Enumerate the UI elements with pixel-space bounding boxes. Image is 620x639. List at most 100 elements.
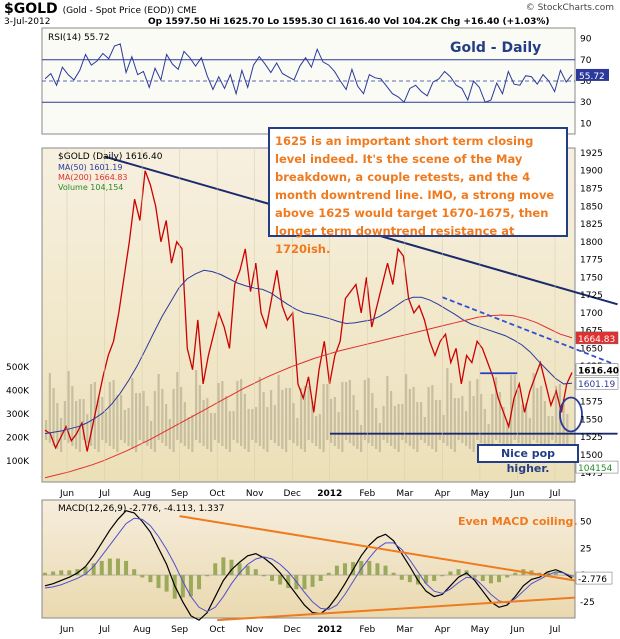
macd-histogram-bar — [561, 575, 566, 576]
volume-bar — [221, 381, 224, 446]
macd-histogram-bar — [334, 565, 339, 576]
macd-tick: 25 — [580, 544, 591, 554]
macd-histogram-bar — [83, 566, 88, 576]
rsi-tick: 70 — [580, 56, 592, 66]
volume-bar — [273, 405, 276, 443]
macd-xtick: Jun — [509, 625, 524, 635]
volume-bar — [371, 393, 374, 446]
volume-bar — [555, 386, 558, 443]
macd-histogram-bar — [221, 557, 226, 576]
volume-bar — [348, 380, 351, 443]
macd-legend: MACD(12,26,9) -2.776, -4.113, 1.337 — [58, 504, 224, 514]
price-tick: 1800 — [580, 238, 603, 248]
volume-bar — [540, 386, 543, 446]
macd-histogram-bar — [115, 558, 120, 576]
macd-histogram-bar — [270, 575, 275, 581]
volume-bar — [120, 395, 123, 440]
volume-bar — [345, 382, 348, 440]
macd-histogram-bar — [480, 575, 485, 581]
volume-bar — [60, 418, 63, 452]
price-xtick: Oct — [209, 489, 225, 499]
volume-bar — [405, 374, 408, 443]
volume-bar — [420, 402, 423, 440]
macd-xtick: May — [471, 625, 490, 635]
price-line — [44, 170, 573, 452]
macd-current-label: -2.776 — [578, 575, 607, 585]
macd-trendline-0 — [179, 515, 576, 582]
volume-bar — [258, 377, 261, 446]
symbol: $GOLD — [4, 1, 58, 17]
volume-bar — [198, 385, 201, 443]
macd-histogram-bar — [75, 569, 80, 576]
macd-xtick: Apr — [435, 625, 451, 635]
volume-bar — [521, 405, 524, 446]
macd-histogram-bar — [245, 565, 250, 576]
volume-legend: Volume 104,154 — [58, 183, 123, 192]
volume-bar — [240, 379, 243, 446]
volume-bar — [386, 376, 389, 443]
macd-layer: -2502550-2.776 — [42, 510, 613, 622]
macd-histogram-bar — [399, 575, 404, 580]
volume-bar — [495, 377, 498, 440]
volume-bar — [183, 402, 186, 446]
volume-bar — [142, 391, 145, 443]
volume-bar — [217, 383, 220, 443]
macd-histogram-bar — [570, 575, 574, 578]
macd-histogram-bar — [367, 560, 372, 576]
volume-bar — [52, 388, 55, 446]
volume-bar — [487, 424, 490, 449]
volume-bar — [551, 416, 554, 440]
rsi-layer: 10 30 50 70 90 55.72 — [42, 35, 609, 129]
macd-histogram-bar — [229, 559, 234, 576]
volume-bar — [131, 378, 134, 449]
price-label: 1616.40 — [578, 367, 619, 377]
volume-bar — [176, 372, 179, 440]
macd-histogram-bar — [164, 575, 169, 592]
volume-bar — [296, 418, 299, 446]
macd-histogram-bar — [188, 575, 193, 597]
ohlc-readout: Op 1597.50 Hi 1625.70 Lo 1595.30 Cl 1616… — [148, 17, 550, 27]
volume-bar — [262, 392, 265, 449]
volume-bar — [326, 384, 329, 440]
volume-bar — [457, 398, 460, 440]
macd-histogram-bar — [237, 563, 242, 576]
volume-bar — [127, 408, 130, 446]
macd-xtick: Dec — [284, 625, 301, 635]
volume-bar — [307, 386, 310, 440]
price-label: 104154 — [578, 464, 613, 474]
volume-bar — [480, 394, 483, 443]
price-tick: 1775 — [580, 256, 603, 266]
volume-bar — [180, 387, 183, 443]
volume-bar — [123, 410, 126, 443]
volume-bar — [86, 414, 89, 443]
price-tick: 1550 — [580, 415, 603, 425]
price-label: 1664.83 — [578, 335, 615, 345]
ma200-legend: MA(200) 1664.83 — [58, 173, 128, 182]
volume-bar — [82, 399, 85, 440]
volume-bar — [101, 397, 104, 440]
macd-histogram-bar — [99, 560, 104, 576]
price-tick: 1525 — [580, 433, 603, 443]
volume-bar — [363, 380, 366, 440]
volume-bar — [356, 410, 359, 449]
chart-date: 3-Jul-2012 — [4, 17, 51, 27]
macd-histogram-bar — [205, 575, 210, 577]
ma50-line — [44, 269, 573, 435]
macd-trendline-1 — [217, 596, 576, 622]
volume-bar — [311, 401, 314, 443]
macd-xtick: Aug — [133, 625, 151, 635]
price-legend: $GOLD (Daily) 1616.40 — [58, 152, 163, 162]
price-tick: 1825 — [580, 220, 603, 230]
macd-histogram-bar — [278, 575, 283, 585]
volume-bar — [498, 392, 501, 443]
analysis-note: 1625 is an important short term closing … — [268, 127, 568, 256]
volume-bar — [442, 415, 445, 443]
volume-bar — [138, 393, 141, 440]
volume-bar — [266, 407, 269, 452]
price-label-box — [575, 460, 619, 474]
macd-histogram-bar — [310, 575, 315, 587]
price-tick: 1925 — [580, 149, 603, 159]
price-xtick: 2012 — [317, 489, 342, 499]
macd-panel — [41, 499, 576, 619]
volume-bar — [431, 385, 434, 449]
